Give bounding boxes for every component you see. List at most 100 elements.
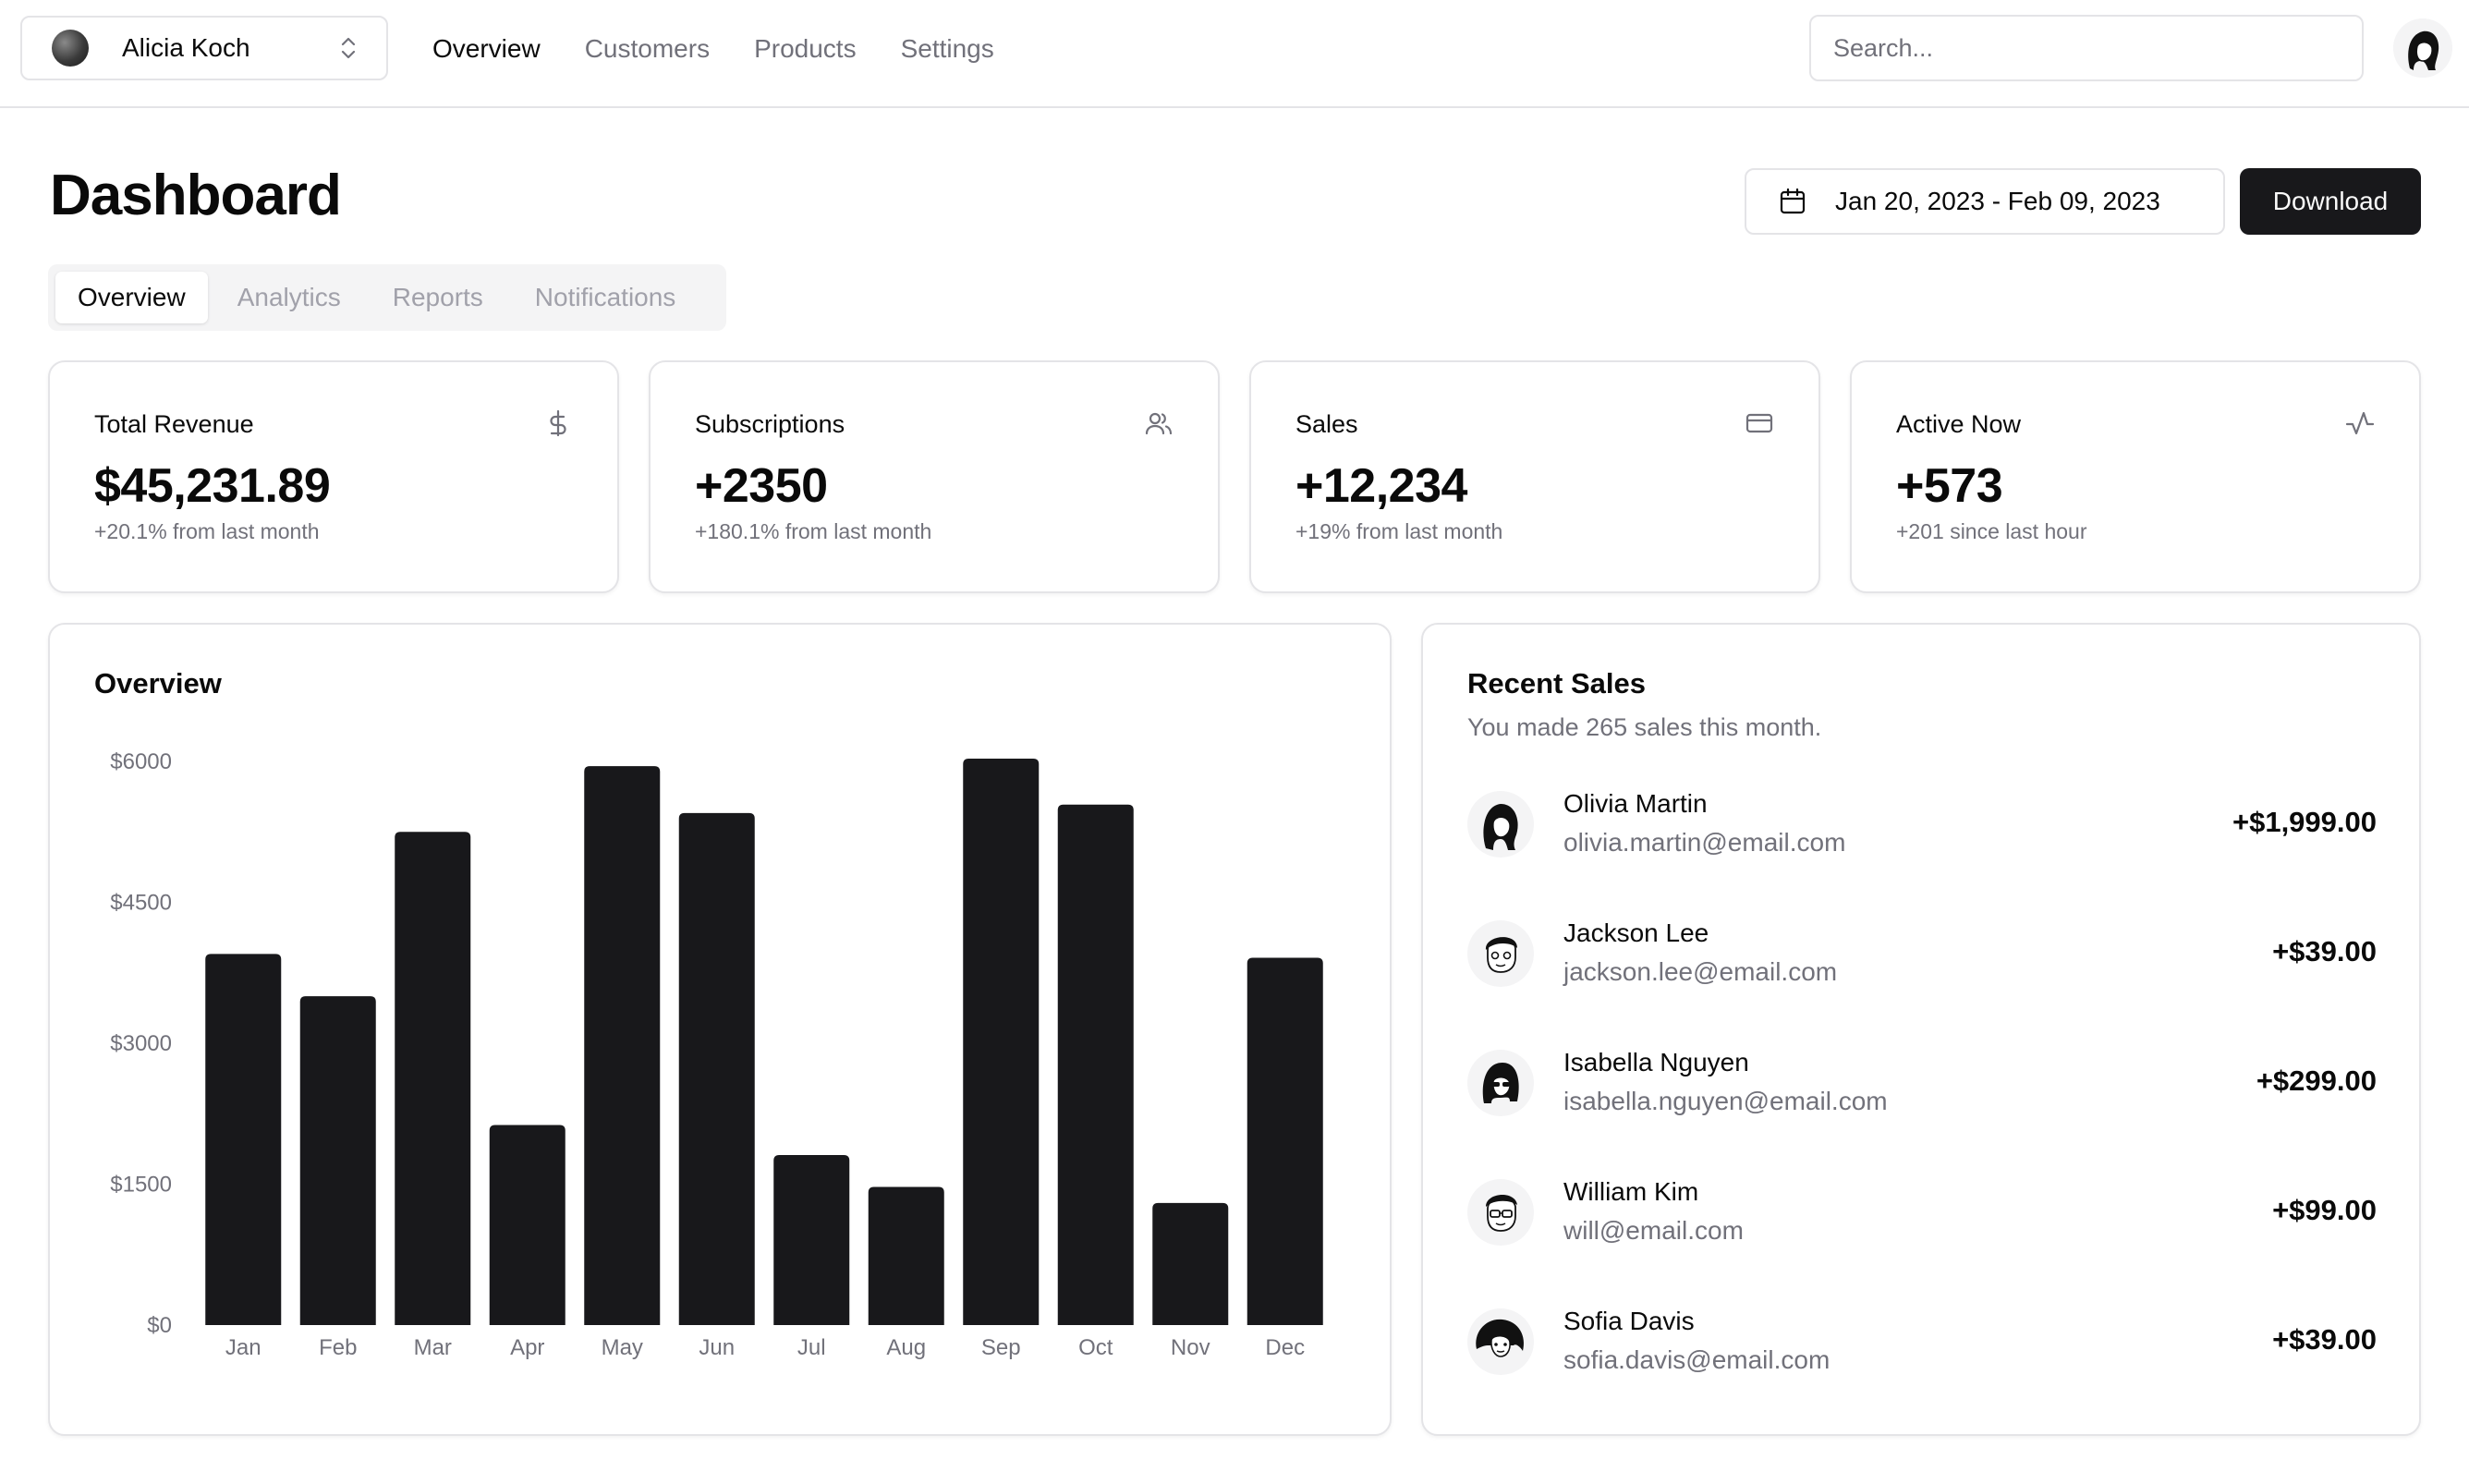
- x-tick-label: Oct: [1078, 1335, 1113, 1360]
- bar-jul[interactable]: [773, 1154, 850, 1325]
- sale-customer-email: isabella.nguyen@email.com: [1563, 1087, 1888, 1115]
- overview-card: Overview $0 $1500 $3000 $4500 $6000 Jan Feb Mar…: [48, 623, 1392, 1436]
- user-avatar-illustration-icon: [2393, 18, 2452, 78]
- sale-row: Jackson Lee jackson.lee@email.com +$39.0…: [1467, 911, 2377, 994]
- x-tick-label: May: [602, 1335, 643, 1360]
- avatar-jackson-lee: [1467, 920, 1534, 987]
- download-button[interactable]: Download: [2240, 168, 2421, 235]
- page-title: Dashboard: [50, 164, 342, 227]
- x-tick-label: Apr: [510, 1335, 544, 1360]
- chevrons-up-down-icon: [341, 37, 356, 59]
- bar-aug[interactable]: [868, 1186, 944, 1325]
- overview-title: Overview: [94, 667, 222, 699]
- sale-customer-email: jackson.lee@email.com: [1563, 957, 1838, 986]
- team-switcher[interactable]: Alicia Koch: [20, 16, 388, 80]
- person-avatar-icon: [1476, 1319, 1525, 1357]
- date-range-picker[interactable]: Jan 20, 2023 - Feb 09, 2023: [1745, 168, 2225, 235]
- stat-value: $45,231.89: [94, 459, 331, 513]
- x-tick-label: Jul: [797, 1335, 826, 1360]
- stat-title: Sales: [1295, 410, 1358, 438]
- y-tick-label: $0: [147, 1313, 172, 1338]
- calendar-icon: [1780, 188, 1806, 214]
- date-range-text: Jan 20, 2023 - Feb 09, 2023: [1835, 187, 2160, 215]
- dashboard-tabs: Overview Analytics Reports Notifications: [48, 264, 726, 331]
- tab-overview[interactable]: Overview: [55, 272, 208, 323]
- sale-customer-email: olivia.martin@email.com: [1563, 828, 1846, 857]
- bar-sep[interactable]: [963, 758, 1040, 1325]
- users-icon: [1145, 412, 1173, 435]
- person-avatar-icon: [1485, 937, 1517, 973]
- stat-card-sales: Sales +12,234 +19% from last month: [1249, 360, 1820, 593]
- stat-change: +20.1% from last month: [94, 519, 320, 543]
- sale-customer-name: William Kim: [1563, 1177, 1699, 1206]
- bar-dec[interactable]: [1247, 957, 1323, 1325]
- x-tick-label: Feb: [319, 1335, 357, 1360]
- x-tick-label: Dec: [1265, 1335, 1305, 1360]
- tab-analytics[interactable]: Analytics: [237, 283, 341, 311]
- main-nav: Overview Customers Products Settings: [432, 0, 994, 97]
- sale-row: Olivia Martin olivia.martin@email.com +$…: [1467, 782, 2377, 865]
- sale-customer-name: Sofia Davis: [1563, 1307, 1695, 1335]
- bar-may[interactable]: [584, 766, 661, 1325]
- sale-amount: +$39.00: [2272, 935, 2377, 967]
- sale-amount: +$39.00: [2272, 1323, 2377, 1356]
- sale-customer-email: sofia.davis@email.com: [1563, 1345, 1830, 1374]
- top-bar: Alicia Koch Overview Customers Products …: [0, 0, 2469, 108]
- user-avatar[interactable]: [2393, 18, 2452, 78]
- stat-change: +180.1% from last month: [695, 519, 932, 543]
- x-tick-label: Nov: [1171, 1335, 1210, 1360]
- stat-title: Subscriptions: [695, 410, 845, 438]
- team-avatar: [52, 30, 89, 67]
- sale-row: Isabella Nguyen isabella.nguyen@email.co…: [1467, 1040, 2377, 1124]
- person-avatar-icon: [1483, 804, 1518, 850]
- stat-value: +573: [1896, 459, 2003, 513]
- sale-customer-name: Isabella Nguyen: [1563, 1048, 1749, 1077]
- activity-icon: [2345, 411, 2375, 435]
- person-avatar-icon: [1486, 1194, 1517, 1232]
- stat-card-subscriptions: Subscriptions +2350 +180.1% from last mo…: [649, 360, 1220, 593]
- y-tick-label: $4500: [110, 891, 172, 916]
- recent-sales-subtitle: You made 265 sales this month.: [1467, 713, 1822, 741]
- bar-oct[interactable]: [1057, 804, 1134, 1325]
- bar-jun[interactable]: [678, 812, 755, 1325]
- avatar-isabella-nguyen: [1467, 1050, 1534, 1116]
- stat-card-active-now: Active Now +573 +201 since last hour: [1850, 360, 2421, 593]
- nav-overview[interactable]: Overview: [432, 33, 541, 63]
- sale-row: Sofia Davis sofia.davis@email.com +$39.0…: [1467, 1299, 2377, 1382]
- sale-amount: +$99.00: [2272, 1194, 2377, 1226]
- nav-settings[interactable]: Settings: [900, 33, 994, 63]
- bar-mar[interactable]: [395, 832, 471, 1325]
- stat-title: Total Revenue: [94, 410, 254, 438]
- dollar-icon: [550, 409, 566, 437]
- recent-sales-title: Recent Sales: [1467, 667, 1646, 699]
- avatar-olivia-martin: [1467, 791, 1534, 858]
- team-name: Alicia Koch: [122, 33, 250, 62]
- tab-reports[interactable]: Reports: [392, 283, 483, 311]
- y-tick-label: $6000: [110, 749, 172, 774]
- bar-feb[interactable]: [299, 996, 376, 1325]
- sale-customer-email: will@email.com: [1563, 1216, 1744, 1245]
- credit-card-icon: [1745, 413, 1773, 433]
- search-input[interactable]: [1809, 15, 2364, 81]
- bar-jan[interactable]: [205, 954, 282, 1325]
- overview-bar-chart: $0 $1500 $3000 $4500 $6000 Jan Feb Mar Apr May Jun…: [110, 749, 1323, 1360]
- avatar-sofia-davis: [1467, 1308, 1534, 1375]
- nav-products[interactable]: Products: [754, 33, 857, 63]
- bar-nov[interactable]: [1152, 1202, 1229, 1325]
- x-tick-label: Jun: [699, 1335, 735, 1360]
- avatar-william-kim: [1467, 1179, 1534, 1246]
- tab-notifications[interactable]: Notifications: [534, 283, 676, 311]
- stat-value: +2350: [695, 459, 828, 513]
- stat-value: +12,234: [1295, 459, 1467, 513]
- nav-customers[interactable]: Customers: [584, 33, 711, 63]
- stat-title: Active Now: [1896, 410, 2022, 438]
- bar-apr[interactable]: [489, 1125, 566, 1325]
- sale-customer-name: Jackson Lee: [1563, 918, 1709, 947]
- x-tick-label: Aug: [886, 1335, 926, 1360]
- x-tick-label: Mar: [414, 1335, 452, 1360]
- x-tick-label: Jan: [225, 1335, 261, 1360]
- stat-change: +19% from last month: [1295, 519, 1503, 543]
- x-tick-label: Sep: [981, 1335, 1021, 1360]
- y-tick-label: $1500: [110, 1173, 172, 1198]
- sale-customer-name: Olivia Martin: [1563, 789, 1708, 818]
